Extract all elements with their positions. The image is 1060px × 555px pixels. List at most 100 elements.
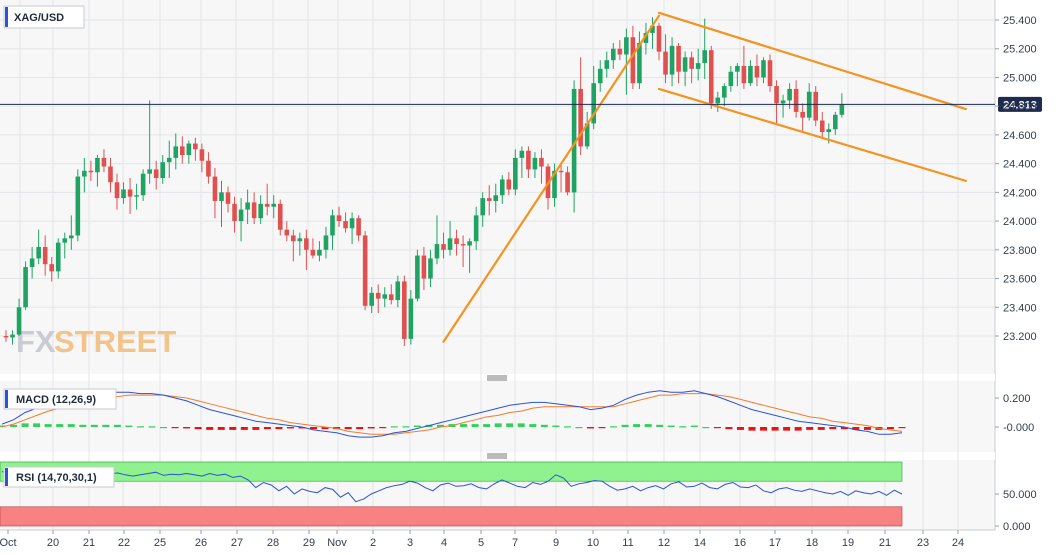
rsi-label-box[interactable]: RSI (14,70,30,1) [3, 466, 115, 488]
candle-body-38 [251, 202, 257, 219]
candle-body-6 [42, 246, 48, 265]
x-tick-label-17: 11 [622, 537, 633, 549]
macd-hist-bar-47 [540, 424, 548, 427]
candle-body-109 [715, 97, 721, 104]
current-price-label: 24.813 [1003, 99, 1037, 111]
macd-hist-bar-40 [460, 424, 468, 427]
candle-body-32 [212, 176, 218, 201]
price-tick-label-10: 23.400 [1003, 302, 1037, 314]
x-tick-label-18: 12 [658, 537, 670, 549]
x-tick-label-16: 10 [587, 537, 599, 549]
current-price-tag: 24.813 [998, 96, 1042, 112]
price-tick-label-7: 24.000 [1003, 216, 1037, 228]
macd-hist-bar-64 [736, 427, 744, 430]
gridlines [0, 0, 995, 530]
candle-body-55 [362, 235, 368, 306]
candle-body-79 [519, 150, 525, 158]
price-tick-label-2: 25.000 [1003, 72, 1037, 84]
symbol-label-box[interactable]: XAG/USD [3, 5, 85, 29]
candle-body-9 [62, 238, 68, 243]
candle-body-26 [173, 146, 179, 158]
x-tick-label-10: 2 [370, 537, 376, 549]
candle-body-96 [630, 37, 636, 84]
macd-hist-bar-1 [10, 424, 18, 427]
price-tick-label-11: 23.200 [1003, 331, 1037, 343]
macd-hist-bar-7 [79, 424, 87, 427]
macd-hist-bar-62 [713, 427, 721, 429]
macd-hist-bar-74 [852, 427, 860, 430]
candle-body-1 [10, 334, 15, 338]
candle-body-61 [402, 281, 407, 339]
macd-hist-bar-15 [171, 427, 179, 429]
macd-hist-bar-68 [783, 427, 791, 431]
macd-hist-bar-8 [90, 424, 98, 427]
macd-hist-bar-30 [344, 427, 352, 430]
candle-body-39 [258, 203, 263, 219]
candle-body-16 [108, 166, 113, 183]
macd-hist-bar-31 [356, 427, 364, 430]
x-tick-label-5: 26 [195, 537, 207, 549]
candle-body-86 [565, 172, 570, 193]
rsi-line [1, 471, 903, 503]
macd-label-box[interactable]: MACD (12,26,9) [3, 388, 117, 410]
x-tick-label-24: 21 [879, 537, 891, 549]
candle-body-88 [578, 88, 583, 147]
macd-signal-line [1, 393, 903, 435]
candle-body-97 [637, 42, 642, 84]
x-tick-label-19: 14 [694, 537, 706, 549]
macd-hist-bar-16 [183, 427, 191, 429]
candle-body-70 [460, 244, 466, 246]
macd-hist-bar-33 [379, 427, 387, 429]
candle-body-80 [526, 150, 531, 170]
macd-hist-bar-75 [863, 427, 871, 430]
x-tick-label-6: 27 [231, 537, 243, 549]
macd-tick-label-1: -0.000 [1003, 422, 1034, 434]
candle-body-126 [826, 129, 832, 133]
macd-resize-handle[interactable] [487, 375, 507, 381]
macd-hist-bar-38 [436, 424, 444, 427]
x-tick-label-0: Oct [0, 537, 17, 549]
macd-hist-bar-20 [229, 427, 237, 430]
candle-body-115 [754, 65, 760, 78]
candle-body-99 [650, 25, 655, 33]
candle-body-92 [604, 60, 610, 69]
macd-hist-bar-66 [760, 427, 768, 431]
x-tick-label-8: 29 [303, 537, 315, 549]
candle-body-37 [245, 202, 250, 210]
x-tick-label-26: 24 [952, 537, 964, 549]
candle-body-19 [127, 189, 133, 197]
candle-body-29 [193, 143, 198, 150]
candle-body-65 [428, 258, 433, 279]
candle-body-110 [722, 86, 727, 98]
candle-body-23 [153, 169, 159, 178]
candlestick-series [3, 17, 845, 347]
candle-body-71 [467, 241, 472, 246]
candle-body-117 [767, 60, 773, 87]
candle-body-10 [69, 235, 74, 239]
candle-body-84 [552, 170, 557, 199]
macd-hist-bar-57 [656, 424, 664, 427]
candle-body-118 [774, 86, 779, 104]
price-tick-label-0: 25.400 [1003, 15, 1037, 27]
x-tick-label-2: 21 [83, 537, 95, 549]
symbol-label: XAG/USD [14, 12, 64, 24]
candle-body-81 [532, 157, 538, 170]
candle-body-47 [310, 249, 316, 256]
macd-hist-bar-5 [56, 424, 64, 427]
candle-body-11 [75, 176, 81, 236]
rsi-label: RSI (14,70,30,1) [16, 472, 97, 484]
rsi-resize-handle[interactable] [487, 453, 507, 459]
x-tick-label-22: 18 [806, 537, 818, 549]
macd-hist-bar-23 [263, 427, 271, 430]
macd-hist-bar-51 [586, 427, 594, 429]
candle-body-42 [277, 203, 283, 230]
candle-body-74 [486, 198, 492, 201]
candle-body-18 [121, 189, 126, 199]
price-tick-label-1: 25.200 [1003, 44, 1037, 56]
watermark-street: STREET [54, 324, 176, 359]
time-axis-labels: Oct 20 21 22 25 26 27 28 29 Nov 2 3 4 5 7 9 10 11 12 14 16 17… [0, 530, 964, 549]
candle-body-98 [643, 32, 649, 43]
candle-body-69 [454, 238, 459, 245]
macd-hist-bar-14 [160, 427, 168, 429]
